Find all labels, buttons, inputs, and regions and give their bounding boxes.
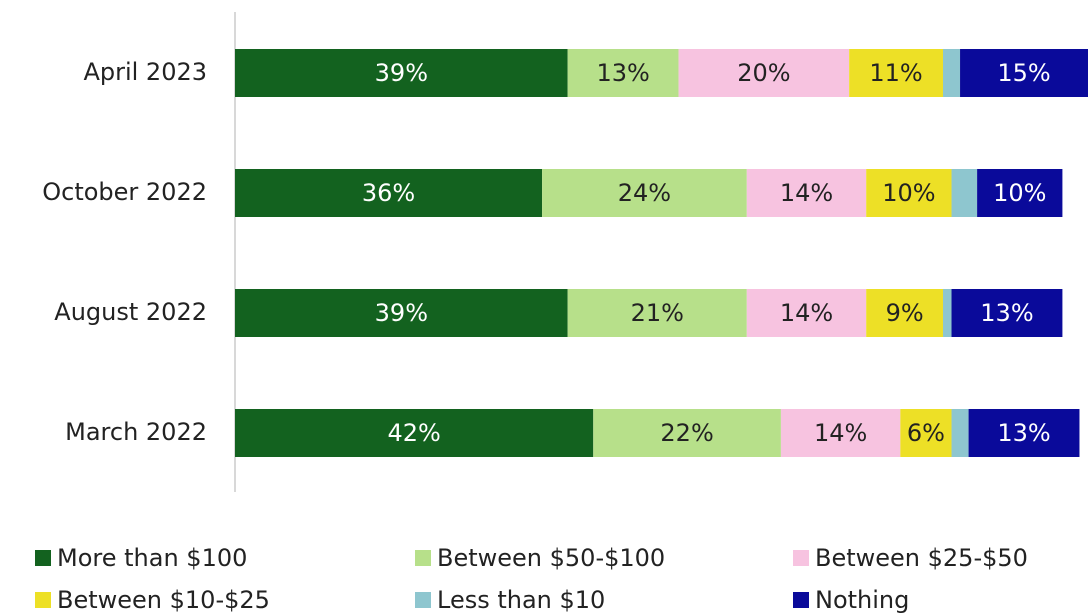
legend-swatch xyxy=(793,592,809,608)
bar-segment xyxy=(780,409,901,457)
bar-segment xyxy=(951,409,969,457)
y-tick-label: August 2022 xyxy=(54,298,207,326)
data-label: 10% xyxy=(993,179,1046,207)
data-label: 21% xyxy=(631,299,684,327)
bar-segment xyxy=(235,289,568,337)
legend-label: Between $50-$100 xyxy=(437,544,665,572)
bar-segment xyxy=(866,289,943,337)
legend-label: Between $10-$25 xyxy=(57,586,270,613)
data-label: 42% xyxy=(387,419,440,447)
data-label: 14% xyxy=(814,419,867,447)
bar-segment xyxy=(942,289,952,337)
legend-label: Between $25-$50 xyxy=(815,544,1028,572)
bar-segment xyxy=(866,169,952,217)
bar-segment xyxy=(542,169,747,217)
bar-segment xyxy=(968,409,1080,457)
data-label: 13% xyxy=(596,59,649,87)
data-label: 14% xyxy=(780,299,833,327)
y-tick-label: April 2023 xyxy=(83,58,207,86)
legend-swatch xyxy=(793,550,809,566)
bar-segment xyxy=(235,409,594,457)
bar-segment xyxy=(593,409,781,457)
data-label: 10% xyxy=(882,179,935,207)
data-label: 13% xyxy=(997,419,1050,447)
legend-label: Nothing xyxy=(815,586,909,613)
legend-swatch xyxy=(415,550,431,566)
data-label: 6% xyxy=(907,419,945,447)
legend-swatch xyxy=(35,550,51,566)
bar-segment xyxy=(746,169,867,217)
data-label: 20% xyxy=(737,59,790,87)
legend-label: Less than $10 xyxy=(437,586,605,613)
data-label: 39% xyxy=(375,299,428,327)
bar-segment xyxy=(235,49,568,97)
data-label: 14% xyxy=(780,179,833,207)
y-tick-label: March 2022 xyxy=(65,418,207,446)
bar-segment xyxy=(746,289,867,337)
data-label: 13% xyxy=(980,299,1033,327)
bar-segment xyxy=(951,169,978,217)
bar-segment xyxy=(849,49,943,97)
bar-segment xyxy=(235,169,543,217)
y-tick-label: October 2022 xyxy=(42,178,207,206)
bar-segment xyxy=(678,49,850,97)
data-label: 36% xyxy=(362,179,415,207)
bar-segment xyxy=(942,49,961,97)
data-label: 15% xyxy=(997,59,1050,87)
data-label: 9% xyxy=(886,299,924,327)
data-label: 11% xyxy=(869,59,922,87)
legend-label: More than $100 xyxy=(57,544,247,572)
bar-segment xyxy=(900,409,952,457)
bar-segment xyxy=(977,169,1063,217)
bar-segment xyxy=(567,49,679,97)
bar-segment xyxy=(567,289,747,337)
legend-swatch xyxy=(415,592,431,608)
data-label: 39% xyxy=(375,59,428,87)
bar-segment xyxy=(951,289,1063,337)
bar-segment xyxy=(960,49,1088,97)
data-label: 24% xyxy=(618,179,671,207)
legend-swatch xyxy=(35,592,51,608)
data-label: 22% xyxy=(660,419,713,447)
